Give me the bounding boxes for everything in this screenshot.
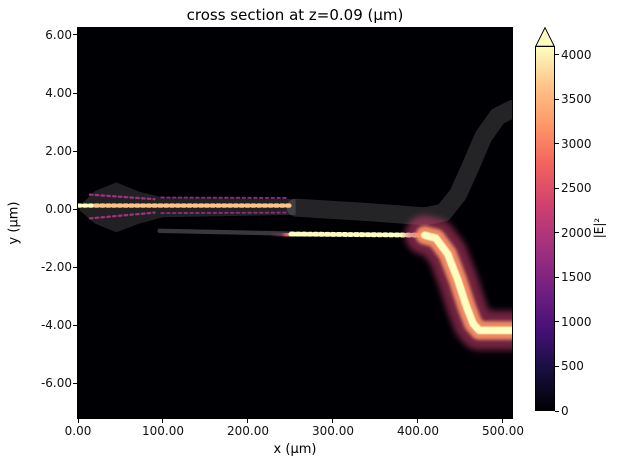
mode-beat-upper bbox=[160, 196, 290, 199]
plot-title: cross section at z=0.09 (μm) bbox=[186, 6, 404, 24]
taper-fan-upper bbox=[88, 193, 156, 201]
colorbar-extend-triangle-icon bbox=[535, 27, 555, 47]
x-tick bbox=[502, 419, 504, 423]
x-tick bbox=[247, 419, 249, 423]
taper-fan-lower bbox=[88, 211, 156, 220]
colorbar-tick-label: 2500 bbox=[561, 181, 592, 196]
y-axis-label: y (μm) bbox=[6, 201, 22, 245]
colorbar-tick-label: 500 bbox=[561, 359, 584, 374]
colorbar-tick bbox=[555, 98, 559, 100]
plot-area bbox=[78, 28, 512, 418]
colorbar-tick-label: 2000 bbox=[561, 225, 592, 240]
y-tick-label: 2.00 bbox=[45, 144, 72, 159]
x-tick bbox=[417, 419, 419, 423]
mode-beat-lower bbox=[160, 211, 290, 215]
y-tick bbox=[73, 266, 77, 268]
x-tick-label: 300.00 bbox=[311, 424, 354, 438]
x-tick-label: 200.00 bbox=[226, 424, 269, 438]
x-tick-label: 100.00 bbox=[141, 424, 184, 438]
colorbar-tick-label: 1500 bbox=[561, 270, 592, 285]
colorbar-tick bbox=[555, 54, 559, 56]
x-axis-label: x (μm) bbox=[273, 442, 317, 457]
colorbar-tick bbox=[555, 187, 559, 189]
colorbar-tick bbox=[555, 143, 559, 145]
y-tick bbox=[73, 92, 77, 94]
upper-waveguide bbox=[286, 100, 512, 226]
y-tick bbox=[73, 208, 77, 210]
y-tick-label: 0.00 bbox=[45, 202, 72, 217]
y-tick bbox=[73, 382, 77, 384]
colorbar-tick bbox=[555, 321, 559, 323]
heatmap-canvas bbox=[78, 100, 512, 351]
x-tick-label: 400.00 bbox=[396, 424, 439, 438]
colorbar-label: |E|² bbox=[592, 217, 606, 239]
x-tick-label: 500.00 bbox=[481, 424, 524, 438]
colorbar-tick bbox=[555, 365, 559, 367]
y-tick bbox=[73, 324, 77, 326]
y-tick-label: -2.00 bbox=[40, 260, 72, 275]
lower-waveguide bbox=[157, 228, 298, 236]
x-tick-label: 0.00 bbox=[64, 424, 92, 438]
y-tick-label: 4.00 bbox=[45, 86, 72, 100]
colorbar-tick bbox=[555, 276, 559, 278]
y-tick-label: 6.00 bbox=[45, 27, 72, 42]
y-tick bbox=[73, 150, 77, 152]
colorbar-tick-label: 0 bbox=[561, 404, 569, 418]
x-tick bbox=[77, 419, 79, 423]
colorbar-tick bbox=[555, 232, 559, 234]
coupled-lower-guide-field bbox=[274, 217, 442, 252]
y-tick-label: -4.00 bbox=[40, 318, 72, 333]
colorbar-tick-label: 4000 bbox=[561, 47, 592, 62]
y-tick bbox=[73, 34, 77, 36]
colorbar-tick bbox=[555, 410, 559, 412]
colorbar-tick-label: 3000 bbox=[561, 136, 592, 151]
x-tick bbox=[332, 419, 334, 423]
s-bend-output-field bbox=[405, 215, 512, 351]
x-tick bbox=[162, 419, 164, 423]
colorbar-tick-label: 1000 bbox=[561, 314, 592, 329]
colorbar-gradient bbox=[535, 46, 555, 411]
y-tick-label: -6.00 bbox=[40, 376, 72, 391]
colorbar-tick-label: 3500 bbox=[561, 92, 592, 107]
